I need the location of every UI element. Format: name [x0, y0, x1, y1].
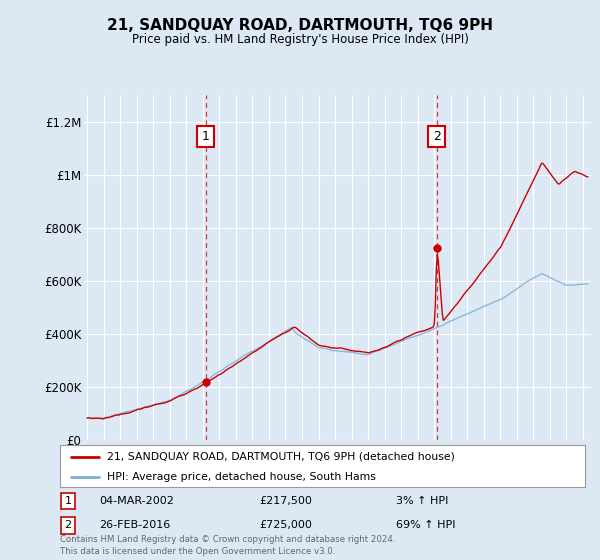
Text: 1: 1: [202, 130, 209, 143]
Text: 21, SANDQUAY ROAD, DARTMOUTH, TQ6 9PH (detached house): 21, SANDQUAY ROAD, DARTMOUTH, TQ6 9PH (d…: [107, 452, 455, 462]
Text: 21, SANDQUAY ROAD, DARTMOUTH, TQ6 9PH: 21, SANDQUAY ROAD, DARTMOUTH, TQ6 9PH: [107, 18, 493, 33]
Text: £217,500: £217,500: [260, 496, 313, 506]
Text: Contains HM Land Registry data © Crown copyright and database right 2024.
This d: Contains HM Land Registry data © Crown c…: [60, 535, 395, 556]
Text: £725,000: £725,000: [260, 520, 313, 530]
Text: 2: 2: [64, 520, 71, 530]
Text: 26-FEB-2016: 26-FEB-2016: [100, 520, 170, 530]
Text: HPI: Average price, detached house, South Hams: HPI: Average price, detached house, Sout…: [107, 472, 376, 482]
Text: Price paid vs. HM Land Registry's House Price Index (HPI): Price paid vs. HM Land Registry's House …: [131, 32, 469, 46]
Text: 69% ↑ HPI: 69% ↑ HPI: [396, 520, 455, 530]
Text: 3% ↑ HPI: 3% ↑ HPI: [396, 496, 448, 506]
Text: 1: 1: [64, 496, 71, 506]
Text: 04-MAR-2002: 04-MAR-2002: [100, 496, 174, 506]
Text: 2: 2: [433, 130, 440, 143]
